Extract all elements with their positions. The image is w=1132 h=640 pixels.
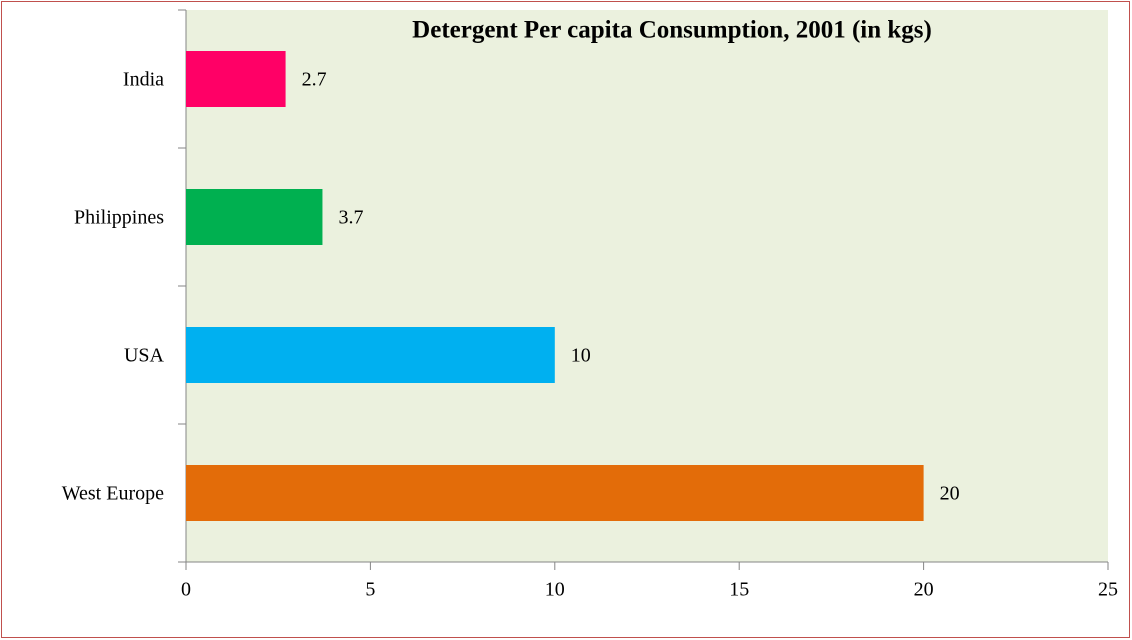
bar <box>186 51 286 107</box>
x-tick-label: 20 <box>914 579 934 601</box>
x-tick-label: 10 <box>545 579 565 601</box>
bar <box>186 189 323 245</box>
y-tick-label: India <box>123 69 164 91</box>
x-tick-label: 15 <box>729 579 749 601</box>
x-tick-label: 0 <box>181 579 191 601</box>
bar <box>186 327 555 383</box>
data-label: 3.7 <box>338 207 363 229</box>
x-tick-label: 25 <box>1098 579 1118 601</box>
x-tick-label: 5 <box>365 579 375 601</box>
data-label: 10 <box>571 345 591 367</box>
bar <box>186 465 924 521</box>
y-tick-label: USA <box>124 345 165 367</box>
data-label: 2.7 <box>302 69 327 91</box>
y-tick-label: West Europe <box>62 483 164 505</box>
y-tick-label: Philippines <box>74 207 164 229</box>
chart-title: Detergent Per capita Consumption, 2001 (… <box>412 17 932 44</box>
data-label: 20 <box>940 483 960 505</box>
